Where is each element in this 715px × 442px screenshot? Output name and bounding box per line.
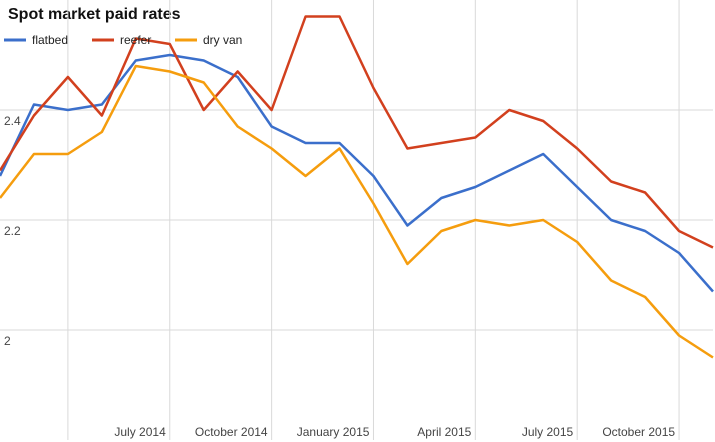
y-tick-label: 2.4	[4, 114, 21, 128]
y-tick-label: 2.2	[4, 224, 21, 238]
x-tick-label: October 2014	[195, 425, 268, 439]
chart-title: Spot market paid rates	[8, 6, 181, 23]
legend-label: dry van	[203, 33, 242, 47]
x-tick-label: July 2014	[114, 425, 166, 439]
x-tick-label: January 2015	[297, 425, 370, 439]
series-line	[0, 64, 714, 359]
legend-label: flatbed	[32, 33, 68, 47]
y-tick-label: 2	[4, 334, 11, 348]
x-tick-label: April 2015	[417, 425, 471, 439]
x-tick-label: October 2015	[602, 425, 675, 439]
series-line	[0, 15, 714, 249]
legend-label: reefer	[120, 33, 151, 47]
x-tick-label: July 2015	[522, 425, 574, 439]
series-line	[0, 53, 714, 293]
